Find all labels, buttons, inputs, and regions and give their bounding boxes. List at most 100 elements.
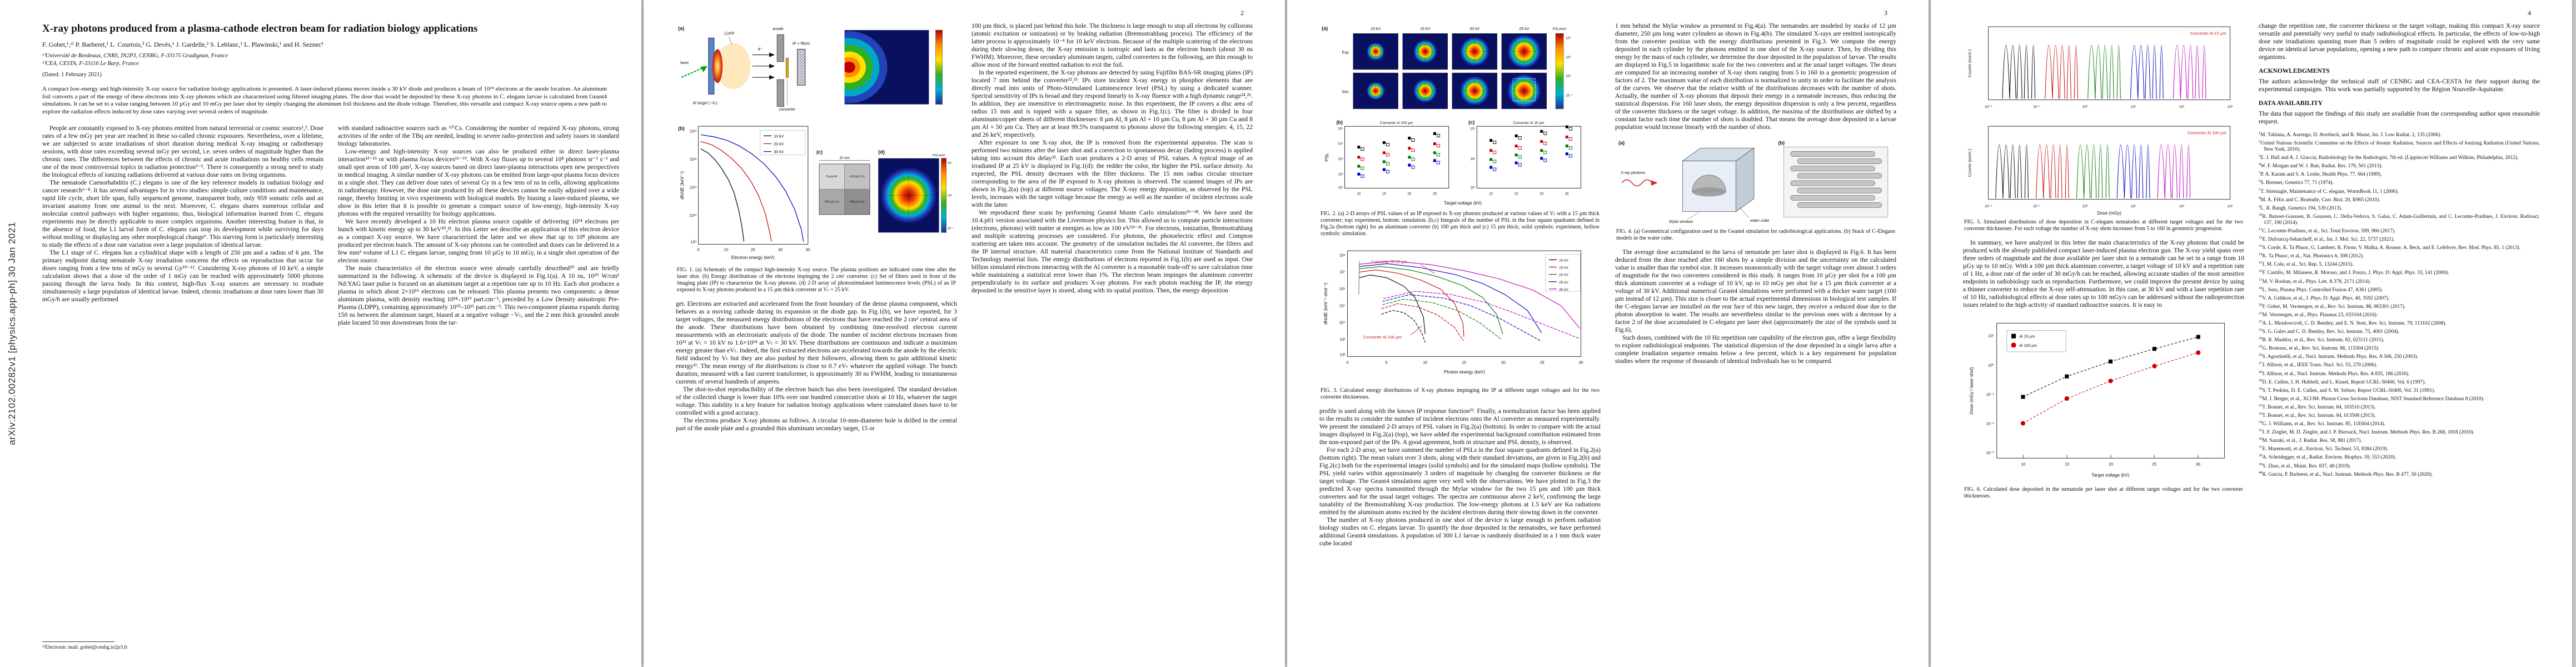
tick-label: 10⁷ — [1339, 270, 1346, 275]
y-axis-label: Counts (norm.) — [1967, 49, 1972, 77]
tick-label: 10⁻³ — [1986, 451, 1995, 455]
panel-title: Converter Al 15 µm — [1513, 121, 1544, 125]
figure-1: (a) laser LDPP Al target (−Vₜ) — [676, 22, 957, 264]
x-axis-label: Target voltage (kV) — [2091, 473, 2129, 478]
annotation: Converter Al 15 µm — [1371, 259, 1407, 264]
footnote-rule — [42, 641, 114, 642]
tick-label: 0 — [697, 248, 700, 252]
reference-item: 6S. Brenner, Genetics 77, 71 (1974). — [2259, 179, 2334, 186]
paragraph: change the repetition rate, the converte… — [2259, 22, 2540, 61]
paragraph: The shot-to-shot reproducibility of the … — [676, 386, 957, 416]
y-axis-label: dN/dE (keV⁻¹) — [680, 171, 685, 200]
figure-2: (a) 10 kV 15 kV 20 kV 25 kV Exp. Sim. — [1319, 22, 1601, 208]
ip-label: IP + filters — [793, 41, 810, 46]
tick-label: 10³ — [2228, 205, 2233, 208]
tick-label: 10² — [1338, 173, 1343, 176]
tick-label: 10¹ — [1566, 56, 1571, 59]
page-number: 3 — [1884, 9, 1887, 17]
reference-item: 38A. Scheidegger, et al., Radiat. Enviro… — [2259, 454, 2396, 461]
paragraph: profile is used along with the known IP … — [1319, 407, 1601, 446]
paragraph: with standard radioactive sources such a… — [338, 125, 619, 147]
reference-item: 20F. Gobet, M. Versteegen, et al., Rev. … — [2259, 302, 2406, 310]
tick-label: 25 — [1433, 193, 1437, 196]
tick-label: 10 — [2021, 462, 2025, 466]
reference-item: 26S. Agostinelli, et al., Nucl. Instrum.… — [2259, 353, 2418, 360]
page-3: 3 (a) 10 kV 15 kV 20 kV 25 kV — [1287, 0, 1929, 667]
fig1-panel-c: (c) 30 mm 8 µm Al +10 µm Cu +30 µm Cu +5… — [816, 150, 870, 215]
tick-label: 15 — [2065, 462, 2069, 466]
laser-arrow-icon — [700, 66, 707, 73]
panel-label: (d) — [878, 150, 885, 155]
row-label: Sim. — [1342, 90, 1349, 94]
legend-entry: 20 kV — [1559, 273, 1568, 277]
tick-label: 10⁻¹ — [2033, 105, 2041, 109]
annotation: Converter Al 100 µm — [1363, 335, 1402, 340]
tick-label: 10⁰ — [1566, 74, 1571, 78]
tick-label: 10¹ — [2131, 205, 2136, 208]
figure-6-image: 10¹ 10⁰ 10⁻¹ 10⁻² 10⁻³ 10 15 20 25 3 — [1969, 322, 2225, 478]
tick-label: 25 — [2152, 462, 2156, 466]
tick-label: 10¹ — [1471, 187, 1476, 190]
fig1-panel-d: (d) PSL/mm² 10¹ 10⁰ 10⁻¹ — [878, 150, 954, 233]
filter-label: +30 µm Cu — [824, 201, 839, 204]
filter-label: 8 µm Al — [826, 175, 837, 178]
tick-label: 10² — [1339, 352, 1346, 357]
tick-label: 10¹ — [948, 162, 952, 165]
reference-item: 36M. Suzuki, et al., J. Radiat. Res. 58,… — [2259, 437, 2362, 444]
affiliation-2: ²⁾CEA, CESTA, F-33116 Le Barp, France — [42, 60, 139, 67]
tick-label: 10¹² — [690, 157, 697, 162]
page1-column-1: People are constantly exposed to X-ray p… — [42, 125, 323, 327]
tick-label: 15 — [1382, 193, 1386, 196]
tick-label: 0 — [1347, 361, 1349, 365]
spectra-curves-15um — [1359, 260, 1580, 337]
page2-col1-text: get. Electrons are extracted and acceler… — [676, 300, 957, 432]
legend-entry: 30 kV — [774, 150, 784, 155]
paragraph: The L1 stage of C. elegans has a cylindr… — [42, 249, 323, 303]
arxiv-stamp: arXiv:2102.00282v1 [physics.app-ph] 30 J… — [7, 222, 17, 445]
paragraph: In the reported experiment, the X-ray ph… — [971, 69, 1253, 138]
footnote: ᵃ⁾Electronic mail: gobet@cenbg.in2p3.fr — [42, 641, 323, 650]
fig1-panel-b: (b) 10¹³ 10¹² 10¹¹ 10¹⁰ 10⁹ 0 10 20 30 4… — [678, 126, 810, 260]
voltage-header: 20 kV — [1469, 27, 1479, 31]
tick-label: 20 — [751, 248, 755, 252]
tick-label: 10³ — [1471, 158, 1476, 161]
page3-col1-text: profile is used along with the known IP … — [1319, 407, 1601, 547]
panel-label: (b) — [1778, 140, 1785, 146]
laser-label: laser — [680, 61, 689, 65]
tick-label: 10⁴ — [1339, 321, 1346, 325]
paragraph: The electrons produce X-ray photons as f… — [676, 417, 957, 432]
tick-label: 10¹¹ — [690, 185, 697, 190]
figure-3: 10⁸ 10⁷ 10⁶ 10⁵ 10⁴ 10³ 10² 0 5 10 15 20… — [1319, 244, 1601, 385]
paragraph: The average dose accumulated in the larv… — [1615, 248, 1896, 334]
converter-foil — [785, 58, 789, 78]
tick-label: 30 — [778, 248, 783, 252]
figure-6: 10¹ 10⁰ 10⁻¹ 10⁻² 10⁻³ 10 15 20 25 3 — [1963, 315, 2244, 484]
footnote-text: ᵃ⁾Electronic mail: gobet@cenbg.in2p3.fr — [42, 645, 128, 650]
filter-label: +50 µm Cu — [849, 201, 864, 204]
figure-3-caption: FIG. 3. Calculated energy distributions … — [1321, 387, 1600, 400]
y-axis-label: Dose (mGy / laser shot) — [1969, 367, 1974, 415]
mylar-label: Mylar window — [1669, 220, 1693, 224]
dose-distributions-top — [2002, 45, 2206, 99]
tick-label: 15 — [1462, 361, 1466, 365]
acknowledgments-text: The authors acknowledge the technical st… — [2259, 78, 2540, 93]
reference-item: 24B. R. Maddox, et al., Rev. Sci. Instru… — [2259, 336, 2384, 344]
legend-entry: 25 kV — [1559, 281, 1568, 285]
tick-label: 10⁻² — [1986, 422, 1995, 426]
legend-entry: Al 15 µm — [2019, 335, 2035, 339]
page-1: arXiv:2102.00282v1 [physics.app-ph] 30 J… — [0, 0, 641, 667]
reference-item: 30S. T. Perkins, D. E. Cullen, and S. M.… — [2259, 386, 2435, 394]
page4-column-1: Converter Al 15 µm Converter Al 100 µm 1… — [1963, 22, 2244, 506]
tick-label: 10⁶ — [1339, 287, 1346, 291]
tick-label: 10¹ — [1338, 187, 1343, 190]
page4-column-2: change the repetition rate, the converte… — [2259, 22, 2540, 506]
figure-5-caption: FIG. 5. Simulated distributions of dose … — [1964, 219, 2243, 232]
figure-2-caption: FIG. 2. (a) 2-D arrays of PSL values of … — [1321, 211, 1600, 237]
reference-item: 10R. Buisset-Goussen, B. Goussen, C. Del… — [2259, 212, 2540, 226]
data-availability-heading: DATA AVAILABILITY — [2259, 100, 2323, 107]
page-number: 4 — [2528, 9, 2531, 17]
reference-item: 27J. Allison, et al., IEEE Trans. Nucl. … — [2259, 361, 2378, 369]
reference-item: 33T. Bonnet, et al., Rev. Sci. Instrum. … — [2259, 412, 2376, 419]
y-axis-label: dN/dE (keV⁻¹ shot⁻¹) — [1323, 282, 1328, 325]
fig2-panel-b: (b) Converter Al 100 µm 10⁵ 10⁴ 10³ 10² … — [1336, 120, 1449, 196]
